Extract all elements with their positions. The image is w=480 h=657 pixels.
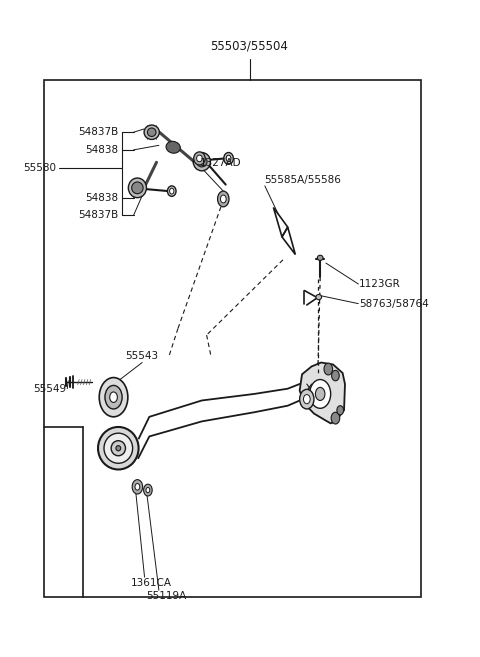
Text: 1123GR: 1123GR bbox=[360, 279, 401, 289]
Ellipse shape bbox=[316, 294, 322, 300]
Circle shape bbox=[332, 371, 339, 381]
Circle shape bbox=[324, 363, 333, 375]
Text: 55543: 55543 bbox=[126, 351, 159, 361]
Ellipse shape bbox=[132, 182, 143, 194]
Ellipse shape bbox=[147, 128, 156, 137]
Ellipse shape bbox=[226, 155, 231, 162]
Circle shape bbox=[337, 406, 344, 415]
Circle shape bbox=[135, 484, 140, 490]
Ellipse shape bbox=[144, 125, 159, 139]
Circle shape bbox=[144, 484, 152, 496]
Circle shape bbox=[132, 480, 143, 494]
Text: 55503/55504: 55503/55504 bbox=[211, 39, 288, 53]
Text: 58763/58764: 58763/58764 bbox=[360, 299, 429, 309]
Text: 55580: 55580 bbox=[23, 163, 56, 173]
Ellipse shape bbox=[168, 186, 176, 196]
Ellipse shape bbox=[111, 441, 125, 456]
Circle shape bbox=[217, 191, 229, 207]
Text: 54838: 54838 bbox=[85, 193, 118, 202]
Circle shape bbox=[303, 395, 310, 404]
Text: 54838: 54838 bbox=[85, 145, 118, 155]
Text: 1361CA: 1361CA bbox=[131, 578, 172, 589]
Ellipse shape bbox=[128, 178, 146, 198]
Ellipse shape bbox=[193, 152, 210, 171]
Bar bbox=[44, 80, 421, 597]
Circle shape bbox=[315, 388, 325, 401]
Circle shape bbox=[146, 487, 150, 493]
Circle shape bbox=[331, 412, 340, 424]
Ellipse shape bbox=[194, 152, 205, 165]
Ellipse shape bbox=[166, 141, 180, 153]
Circle shape bbox=[310, 380, 331, 408]
Text: 1327AD: 1327AD bbox=[199, 158, 241, 168]
Ellipse shape bbox=[224, 152, 233, 164]
Ellipse shape bbox=[116, 445, 120, 451]
Circle shape bbox=[99, 378, 128, 417]
Polygon shape bbox=[300, 363, 345, 423]
Text: 55585A/55586: 55585A/55586 bbox=[264, 175, 341, 185]
Text: 54837B: 54837B bbox=[78, 210, 118, 220]
Ellipse shape bbox=[104, 433, 132, 463]
Circle shape bbox=[105, 386, 122, 409]
Text: 55549: 55549 bbox=[33, 384, 66, 394]
Ellipse shape bbox=[197, 155, 202, 162]
Circle shape bbox=[220, 195, 226, 203]
Circle shape bbox=[110, 392, 117, 403]
Ellipse shape bbox=[169, 188, 174, 194]
Circle shape bbox=[300, 390, 314, 409]
Text: 54837B: 54837B bbox=[78, 127, 118, 137]
Ellipse shape bbox=[98, 427, 139, 470]
Ellipse shape bbox=[197, 156, 207, 167]
Ellipse shape bbox=[317, 255, 323, 260]
Text: 55119A: 55119A bbox=[146, 591, 186, 602]
